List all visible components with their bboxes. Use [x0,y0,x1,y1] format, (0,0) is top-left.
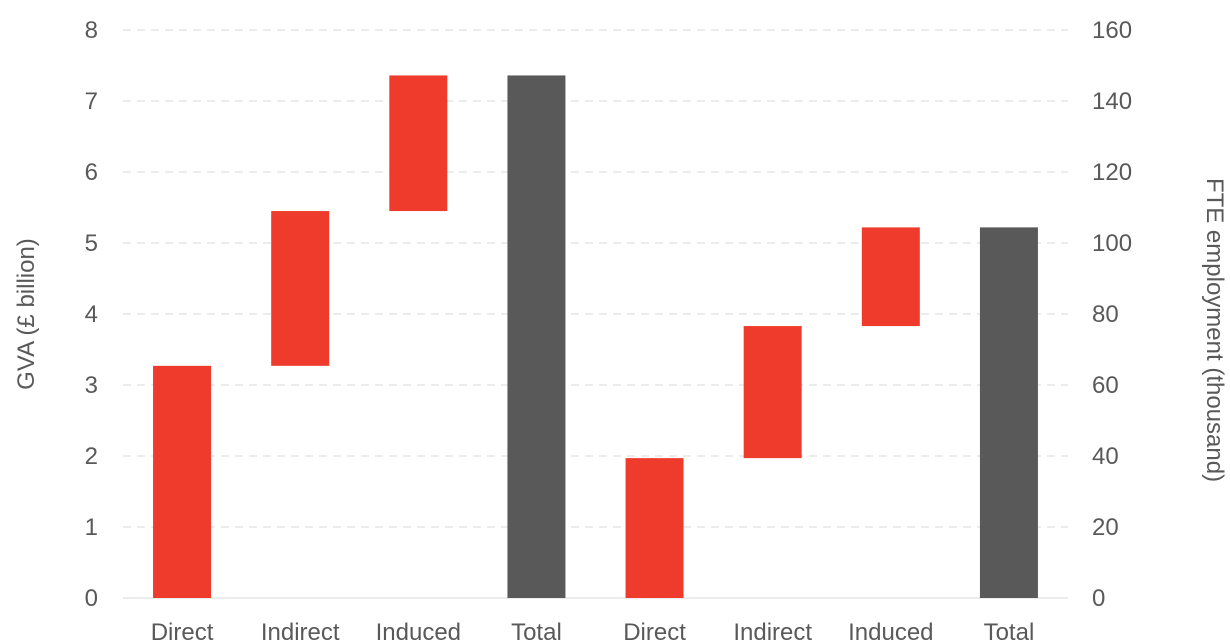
left-tick-label: 8 [85,17,98,44]
category-label: Direct [151,619,214,644]
category-label: Indirect [733,619,812,644]
category-labels: Direct Indirect Induced Total Direct Indirect… [151,619,1035,644]
bar-fte-indirect [743,326,802,459]
bar-fte-direct [625,458,684,598]
category-label: Induced [376,619,461,644]
right-tick-label: 160 [1092,17,1132,44]
left-tick-label: 4 [85,301,98,328]
right-tick-label: 0 [1092,585,1105,612]
left-axis-title: GVA (£ billion) [13,238,40,390]
category-label: Total [511,619,562,644]
left-axis-ticks: 0 1 2 3 4 5 6 7 8 [85,17,98,612]
right-tick-label: 80 [1092,301,1119,328]
category-label: Total [984,619,1035,644]
gridlines [123,29,1068,599]
category-label: Direct [623,619,686,644]
right-tick-label: 140 [1092,88,1132,115]
category-label: Induced [848,619,933,644]
bars [153,75,1038,598]
bar-fte-induced [861,227,920,327]
left-tick-label: 6 [85,159,98,186]
bar-gva-induced [389,75,448,212]
right-tick-label: 100 [1092,230,1132,257]
category-label: Indirect [261,619,340,644]
bar-gva-indirect [271,211,330,366]
left-tick-label: 1 [85,514,98,541]
left-tick-label: 2 [85,443,98,470]
right-tick-label: 40 [1092,443,1119,470]
bar-gva-total [507,75,566,598]
left-tick-label: 7 [85,88,98,115]
left-tick-label: 5 [85,230,98,257]
right-tick-label: 20 [1092,514,1119,541]
right-axis-title: FTE employment (thousand) [1201,178,1228,482]
bar-gva-direct [153,365,212,598]
right-axis-ticks: 0 20 40 60 80 100 120 140 160 [1092,17,1132,612]
bar-fte-total [979,227,1038,598]
right-tick-label: 120 [1092,159,1132,186]
left-tick-label: 0 [85,585,98,612]
left-tick-label: 3 [85,372,98,399]
right-tick-label: 60 [1092,372,1119,399]
